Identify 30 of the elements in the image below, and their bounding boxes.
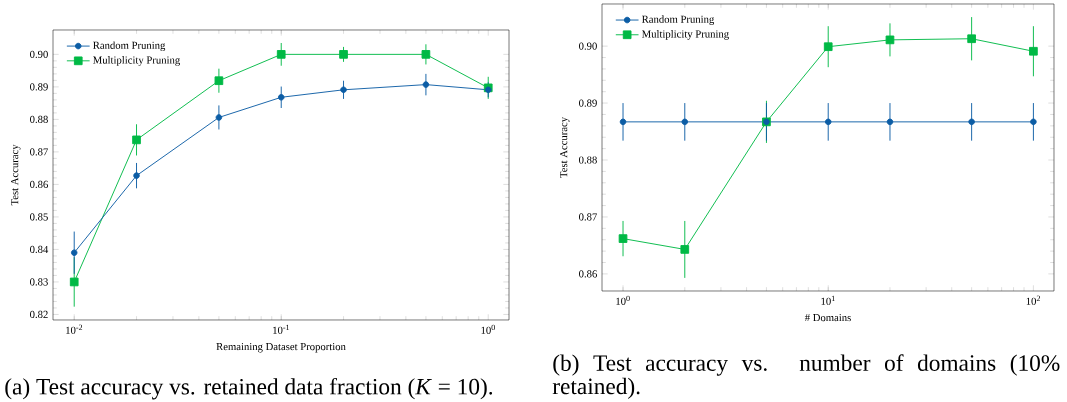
y-tick-label: 0.83 [30, 278, 48, 286]
text: (b) Test accuracy vs. number of domains (10% retained). [552, 354, 1060, 399]
legend-label: Multiplicity Pruning [93, 56, 180, 66]
x-tick-label: 10$^{1}$ [821, 295, 835, 305]
y-tick-label: 0.89 [579, 99, 597, 107]
x-tick-label: 10$^{0}$ [616, 295, 630, 305]
x-tick-label: 10$^{0}$ [481, 324, 495, 334]
text: (a) Test accuracy vs. retained data fraction (K = 10). [5, 377, 493, 400]
x-tick-label: 10$^{-1}$ [273, 324, 290, 334]
y-tick-label: 0.87 [579, 213, 597, 221]
legend-label: Random Pruning [93, 41, 166, 52]
y-tick-label: 0.86 [579, 270, 597, 278]
y-axis-title: Test Accuracy [11, 144, 21, 206]
y-tick-label: 0.90 [579, 42, 597, 50]
x-axis-title: # Domains [804, 314, 851, 322]
x-axis-title: Remaining Dataset Proportion [216, 343, 346, 353]
y-tick-label: 0.89 [30, 83, 48, 91]
y-tick-label: 0.82 [30, 310, 48, 319]
x-tick-label: 10$^{2}$ [1026, 295, 1040, 305]
y-tick-label: 0.85 [30, 213, 48, 221]
y-tick-label: 0.88 [579, 156, 597, 164]
y-tick-label: 0.88 [30, 115, 48, 124]
legend-label: Multiplicity Pruning [641, 30, 729, 40]
x-tick-label: 10$^{-2}$ [66, 324, 83, 334]
y-tick-label: 0.86 [30, 180, 48, 189]
legend-label: Random Pruning [641, 15, 715, 26]
y-axis-title: Test Accuracy [560, 116, 570, 178]
y-tick-label: 0.90 [30, 50, 48, 58]
y-tick-label: 0.84 [30, 245, 49, 254]
y-tick-label: 0.87 [30, 148, 48, 156]
